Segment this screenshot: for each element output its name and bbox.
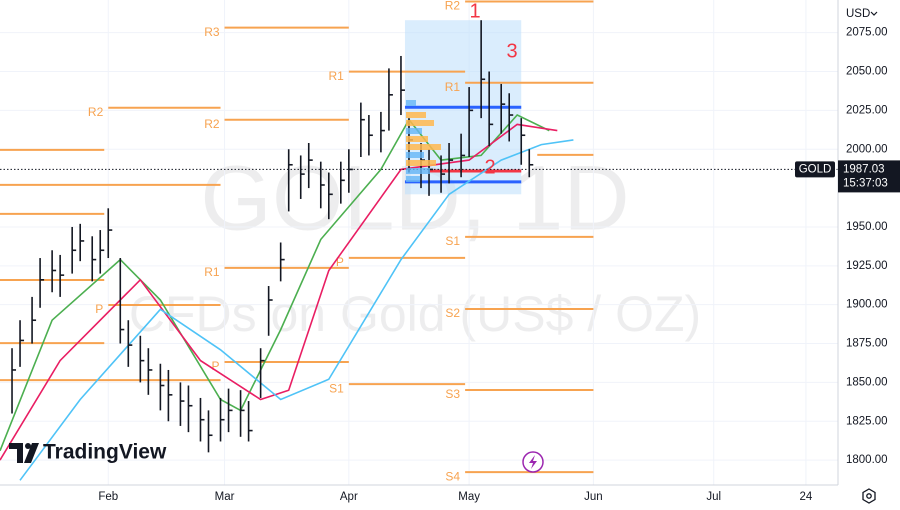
settings-icon[interactable] [862,488,876,504]
pivot-label: S1 [329,381,344,395]
annotations: 1 2 3 [469,0,517,178]
alert-icon[interactable] [522,451,544,473]
plot-area: R2R1PS1R3R2R1PR1PS1R2R1S1S2S3S4 [0,0,838,485]
watermark-subtitle: CFDs on Gold (US$ / OZ) [129,286,701,342]
axes: 1800.00 1825.00 1850.00 1875.00 1900.00 1925.… [98,27,887,503]
pivot-label: R2 [88,105,104,119]
volume-profile [406,100,441,182]
y-tick-label: 1825.00 [846,415,888,427]
y-tick-label: 1900.00 [846,299,888,311]
price-axis-background [838,0,900,510]
annotation: 1 [469,0,480,22]
x-tick-label: Feb [98,491,118,503]
pivot-label: P [95,302,103,316]
currency-selector[interactable]: USD [846,8,878,20]
brand-name: TradingView [43,441,167,464]
brand-logo: TradingView [9,441,167,464]
pivot-label: R2 [445,0,461,13]
y-tick-label: 2075.00 [846,27,888,39]
pivot-label: R1 [204,265,220,279]
moving-average [19,139,574,481]
y-tick-label: 1875.00 [846,338,888,350]
annotation: 2 [484,156,495,178]
y-tick-label: 1800.00 [846,454,888,466]
pivot-label: R2 [204,117,220,131]
pivot-label: S2 [445,306,460,320]
pivot-label: R1 [328,69,344,83]
pivot-label: S4 [445,469,460,483]
pivot-label: S3 [445,387,460,401]
currency[interactable]: USD [846,8,870,20]
annotation: 3 [506,40,517,62]
x-tick-label: May [458,491,480,503]
pivot-label: R1 [445,80,461,94]
y-tick-label: 1950.00 [846,221,888,233]
x-tick-label: Apr [340,491,358,503]
time-axis-background [0,485,900,510]
y-tick-label: 1925.00 [846,260,888,272]
x-tick-label: Jul [706,491,721,503]
y-tick-label: 2050.00 [846,66,888,78]
moving-average [0,123,558,461]
pivot-label: R3 [204,25,220,39]
x-tick-label: 24 [800,491,813,503]
symbol-tag-text: GOLD [799,163,832,175]
countdown-text: 15:37:03 [843,177,888,189]
price-tag [838,160,900,193]
y-tick-label: 2000.00 [846,143,888,155]
y-tick-label: 2025.00 [846,104,888,116]
symbol-tag [795,161,835,178]
price-tag-text: 1987.03 [843,163,885,175]
pivot-label: P [212,359,220,373]
pivot-label: P [336,255,344,269]
x-tick-label: Mar [215,491,235,503]
pivot-label: S1 [445,234,460,248]
y-tick-label: 1850.00 [846,376,888,388]
x-tick-label: Jun [584,491,603,503]
